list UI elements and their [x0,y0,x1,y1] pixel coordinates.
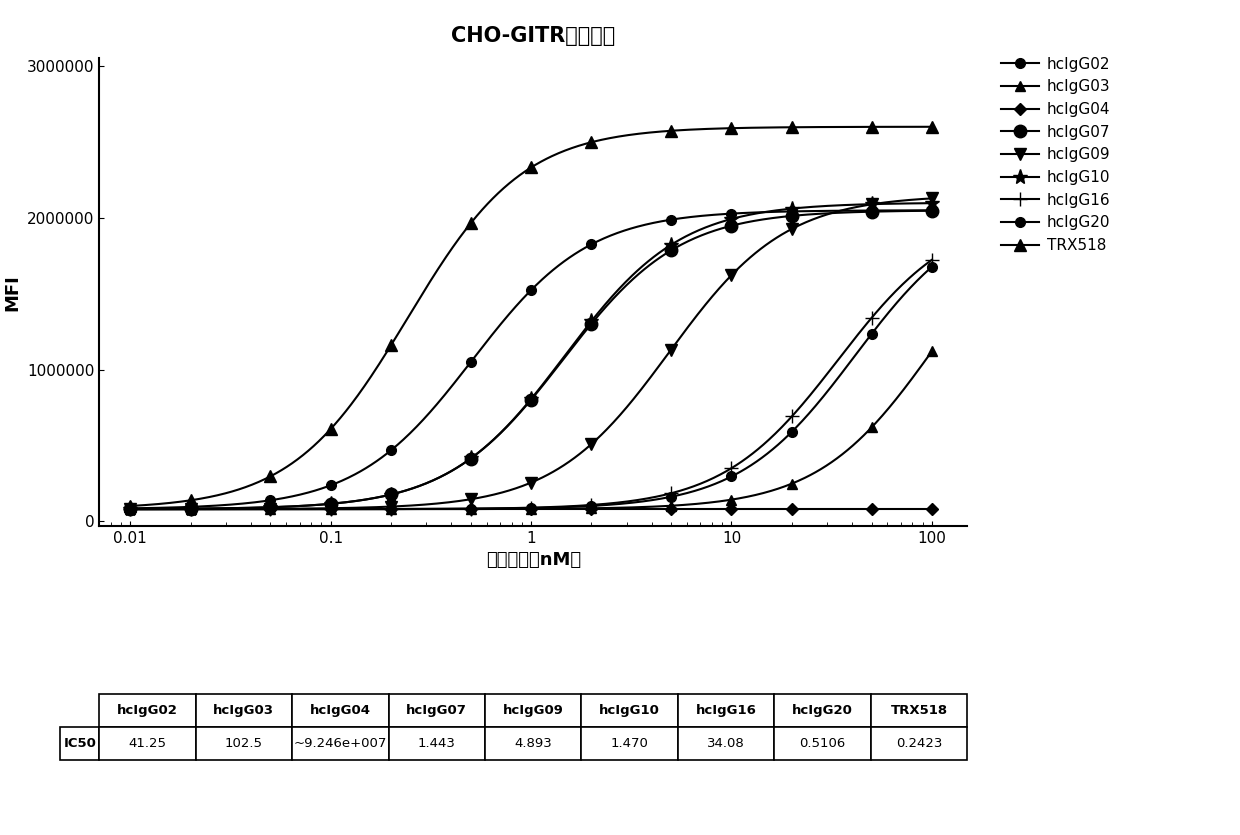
Title: CHO-GITR细胞结合: CHO-GITR细胞结合 [451,26,615,46]
X-axis label: 抗体浓度（nM）: 抗体浓度（nM） [486,551,580,569]
Legend: hcIgG02, hcIgG03, hcIgG04, hcIgG07, hcIgG09, hcIgG10, hcIgG16, hcIgG20, TRX518: hcIgG02, hcIgG03, hcIgG04, hcIgG07, hcIg… [1001,57,1110,253]
Y-axis label: MFI: MFI [4,274,21,311]
